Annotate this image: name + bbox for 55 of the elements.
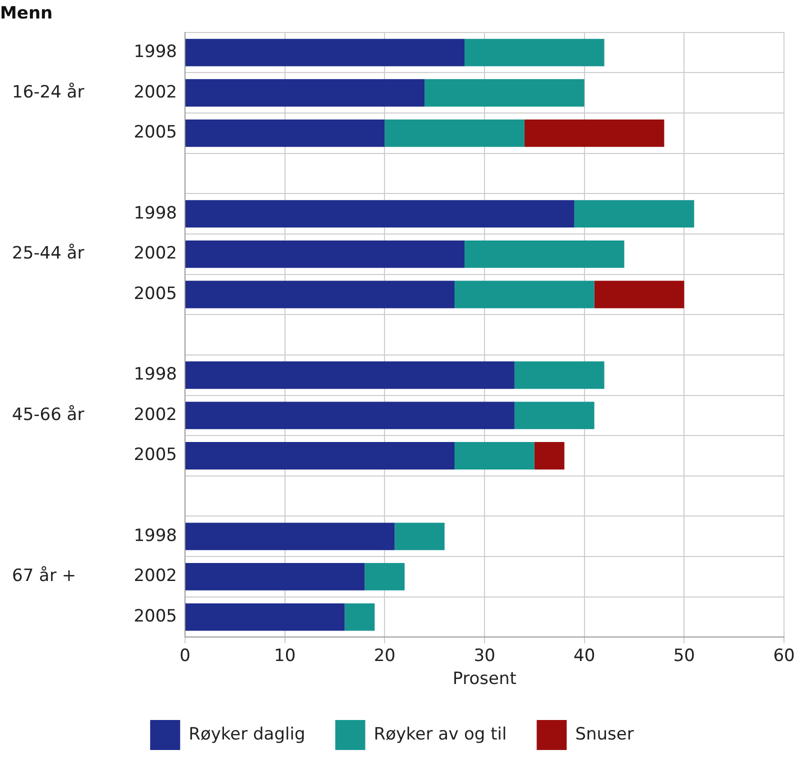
y-tick-label: 1998 bbox=[134, 42, 177, 62]
text: 67 år + bbox=[12, 566, 76, 586]
text: 45-66 år bbox=[12, 404, 84, 425]
x-tick-label: 10 bbox=[274, 646, 296, 666]
y-tick-label: 1998 bbox=[134, 203, 177, 224]
bar bbox=[424, 79, 584, 107]
bar bbox=[186, 603, 345, 631]
legend-label: Røyker daglig bbox=[188, 724, 306, 744]
bar bbox=[514, 361, 604, 389]
bar bbox=[454, 280, 594, 308]
text: 25-44 år bbox=[12, 244, 84, 264]
legend-label: Røyker av og til bbox=[374, 724, 507, 744]
x-tick-label: 0 bbox=[180, 646, 190, 666]
x-tick-label: 20 bbox=[374, 646, 396, 666]
x-tick-label: 30 bbox=[474, 646, 496, 666]
y-tick-label: 2002 bbox=[134, 566, 177, 586]
bar bbox=[464, 240, 624, 268]
bar bbox=[186, 119, 385, 147]
bar bbox=[344, 603, 375, 631]
bar bbox=[594, 280, 684, 308]
bar bbox=[186, 79, 425, 107]
y-tick-label: 1998 bbox=[134, 526, 177, 546]
bar bbox=[464, 38, 604, 66]
bar bbox=[394, 522, 445, 550]
x-tick-label: 60 bbox=[773, 646, 795, 666]
bar bbox=[186, 240, 465, 268]
bar bbox=[186, 361, 514, 389]
x-tick-label: 50 bbox=[673, 646, 695, 666]
bar bbox=[186, 38, 465, 66]
bar bbox=[186, 522, 395, 550]
bar bbox=[186, 442, 455, 470]
text: 16-24 år bbox=[12, 82, 84, 102]
y-tick-label: 2002 bbox=[134, 244, 177, 264]
bar bbox=[186, 200, 574, 228]
bar bbox=[186, 402, 514, 430]
bar bbox=[186, 280, 455, 308]
bar bbox=[534, 442, 564, 470]
y-tick-label: 2005 bbox=[134, 445, 177, 466]
bar bbox=[186, 563, 365, 590]
y-tick-label: 2005 bbox=[134, 284, 177, 304]
y-tick-label: 1998 bbox=[134, 364, 177, 385]
bar bbox=[384, 119, 524, 147]
bar bbox=[574, 200, 694, 228]
y-tick-label: 2005 bbox=[134, 122, 177, 143]
x-axis-title: Prosent bbox=[452, 669, 517, 690]
x-tick-label: 40 bbox=[574, 646, 596, 666]
y-tick-label: 2002 bbox=[134, 404, 177, 425]
y-tick-label: 2005 bbox=[134, 606, 177, 626]
bar bbox=[524, 119, 664, 147]
text: Menn bbox=[0, 4, 53, 24]
legend-label: Snuser bbox=[575, 724, 634, 744]
bar bbox=[364, 563, 405, 590]
bar bbox=[454, 442, 534, 470]
bar bbox=[514, 402, 594, 430]
y-tick-label: 2002 bbox=[134, 82, 177, 102]
